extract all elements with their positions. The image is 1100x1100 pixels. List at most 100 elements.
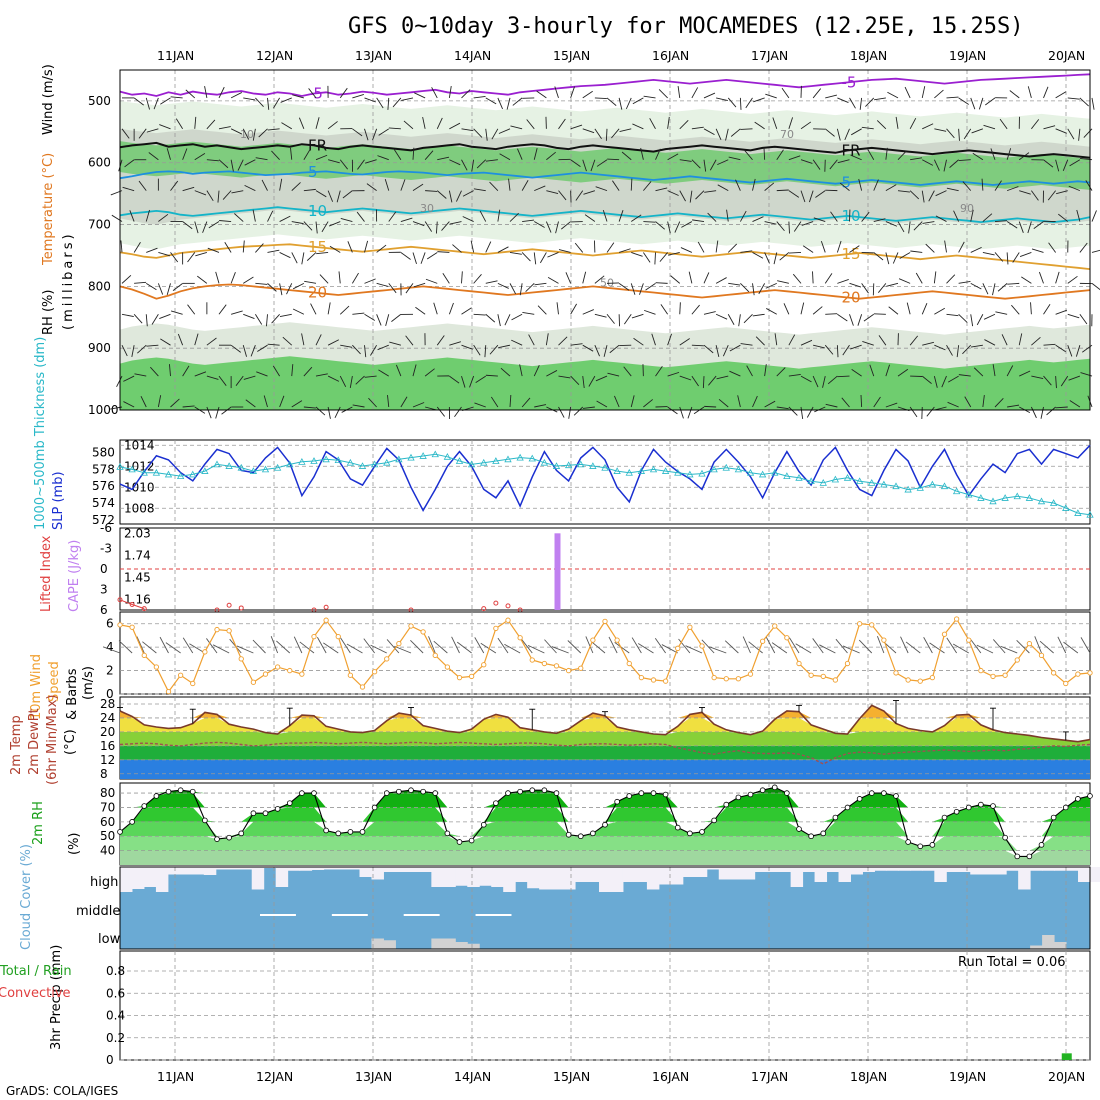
cloud-high-gap xyxy=(227,867,241,870)
top-date-label: 11JAN xyxy=(157,48,194,63)
wind-barb xyxy=(873,396,881,408)
thickness-marker xyxy=(540,458,549,466)
wind-speed-marker xyxy=(711,674,717,681)
wind-barb xyxy=(546,151,556,161)
cloud-high-gap xyxy=(491,867,504,887)
pressure-tick-label: 600 xyxy=(88,156,111,170)
thickness-marker xyxy=(273,463,282,471)
cloud-high-gap xyxy=(143,867,157,887)
slp-tick-label: 1010 xyxy=(124,480,155,494)
wind-barb xyxy=(473,344,481,356)
wind-barb xyxy=(970,344,983,348)
wind-barb xyxy=(308,88,317,99)
wind-barb xyxy=(970,246,982,253)
wind-barb xyxy=(521,397,531,408)
rh-marker xyxy=(711,817,717,824)
wind-barb xyxy=(692,219,705,222)
top-date-label: 13JAN xyxy=(355,48,392,63)
wind-barb xyxy=(497,637,509,654)
wind-barb xyxy=(895,116,899,129)
wind-speed-marker xyxy=(347,672,354,678)
wind-barb xyxy=(844,128,850,141)
wind-barb xyxy=(619,128,632,132)
cloud-high-gap xyxy=(431,867,444,887)
wind-barb xyxy=(687,406,693,419)
lifted-tick-label: 3 xyxy=(100,583,108,597)
wind-barb xyxy=(497,246,509,253)
wind-barb xyxy=(222,190,232,200)
wind-barb xyxy=(376,282,389,287)
wind-barb xyxy=(878,335,887,346)
cloud-high-gap xyxy=(167,867,181,875)
wind-barb xyxy=(212,644,230,654)
wind-barb xyxy=(317,637,327,654)
wind-speed-marker xyxy=(468,673,475,680)
wind-barb xyxy=(835,638,848,654)
wind-barb xyxy=(861,283,869,294)
thickness-marker xyxy=(310,457,318,464)
wind-barb xyxy=(400,252,411,260)
bottom-date-label: 19JAN xyxy=(949,1069,986,1084)
cloud-panel: high middle low Cloud Cover (%) xyxy=(19,844,1100,950)
wind-barb xyxy=(812,271,814,284)
ylabel-thickness: 1000~500mb Thickness (dm) xyxy=(33,337,48,530)
wind-barb xyxy=(323,642,339,654)
wind-barb xyxy=(1080,637,1091,654)
wind-barb xyxy=(461,375,466,388)
wind-barb xyxy=(1067,345,1073,357)
wind-barb xyxy=(849,245,860,253)
rh-contour-label: 70 xyxy=(780,128,794,141)
wind-barb xyxy=(1055,344,1066,353)
wind-barb xyxy=(727,314,735,325)
thickness-marker xyxy=(164,470,173,478)
thickness-marker xyxy=(407,453,415,461)
rh-marker xyxy=(444,830,451,837)
wind-barb xyxy=(509,212,519,222)
wind-barb xyxy=(837,279,849,284)
wind-barb xyxy=(182,221,193,230)
wind-barb xyxy=(837,313,848,322)
wind-speed-marker xyxy=(723,676,729,682)
wind-barb xyxy=(511,313,523,321)
rh-marker xyxy=(517,788,523,795)
wind-barb xyxy=(480,642,497,654)
wind-speed-marker xyxy=(396,640,402,647)
wind-barb xyxy=(170,310,183,315)
wind-barb xyxy=(118,640,133,654)
rh-marker xyxy=(1014,853,1021,860)
wind-speed-marker xyxy=(1026,640,1033,647)
wind-barb xyxy=(291,182,301,191)
wind-barb xyxy=(618,97,623,110)
wind-barb xyxy=(842,344,850,356)
wind-barb xyxy=(737,395,741,408)
wind-barb xyxy=(363,638,375,654)
wind-barb xyxy=(691,375,699,387)
rh-marker xyxy=(408,787,414,793)
wind-barb xyxy=(1043,86,1049,99)
wind-barb xyxy=(685,645,703,654)
wind-barb xyxy=(235,375,244,386)
thickness-marker xyxy=(1013,492,1021,500)
wind-barb xyxy=(873,252,884,261)
cloud-low-bar xyxy=(1054,942,1067,949)
credit-text: GrADS: COLA/IGES xyxy=(6,1084,118,1098)
wind-barb xyxy=(643,399,653,408)
bottom-date-label: 20JAN xyxy=(1048,1069,1085,1084)
wind-barb xyxy=(364,375,377,378)
wind-barb xyxy=(533,147,538,160)
wind-barb xyxy=(255,157,268,161)
wind-barb xyxy=(142,641,157,654)
wind-barb xyxy=(873,179,879,191)
wind-barb xyxy=(934,307,945,315)
wind-barb xyxy=(339,87,348,99)
wind-barb xyxy=(485,313,496,323)
cloud-high-gap xyxy=(730,867,744,880)
wind-barb xyxy=(536,90,547,99)
wind-barb xyxy=(776,189,789,192)
cloud-high-gap xyxy=(910,867,923,871)
wind-barb xyxy=(271,150,280,161)
thickness-marker xyxy=(225,462,233,469)
cloud-high-gap xyxy=(191,867,205,875)
thickness-marker xyxy=(698,469,706,477)
wind-barb xyxy=(489,181,499,191)
